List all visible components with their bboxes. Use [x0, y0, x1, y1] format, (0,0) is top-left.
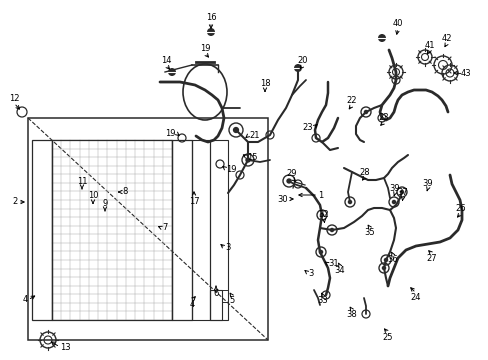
Text: 19: 19: [199, 44, 210, 53]
Text: 5: 5: [229, 296, 234, 305]
Text: 15: 15: [246, 153, 257, 162]
Text: 36: 36: [387, 255, 398, 264]
Text: 14: 14: [161, 56, 171, 65]
Text: 31: 31: [327, 260, 338, 269]
Circle shape: [293, 64, 302, 72]
Text: 11: 11: [77, 177, 87, 186]
Text: 12: 12: [9, 94, 19, 103]
Text: 20: 20: [297, 56, 307, 65]
Text: 13: 13: [60, 342, 70, 351]
Text: 2: 2: [13, 198, 18, 207]
Circle shape: [318, 250, 323, 254]
Text: 3: 3: [307, 269, 313, 278]
Circle shape: [347, 200, 351, 204]
Bar: [52, 140, 172, 320]
Bar: [32, 140, 52, 320]
Text: 19: 19: [225, 165, 236, 174]
Text: 30: 30: [277, 194, 287, 203]
Text: 34: 34: [334, 266, 345, 275]
Text: 32: 32: [318, 210, 328, 219]
Text: 7: 7: [162, 224, 167, 233]
Text: 1: 1: [317, 190, 323, 199]
Text: 9: 9: [102, 199, 107, 208]
Text: 39: 39: [422, 179, 432, 188]
Text: 40: 40: [392, 19, 403, 28]
Text: 10: 10: [87, 191, 98, 200]
Text: 28: 28: [359, 168, 369, 177]
Text: 6: 6: [213, 289, 218, 298]
Bar: [209, 290, 222, 320]
Text: 38: 38: [346, 310, 357, 319]
Circle shape: [399, 190, 404, 194]
Circle shape: [377, 34, 385, 42]
Text: 16: 16: [205, 13, 216, 22]
Text: 39: 39: [389, 184, 400, 193]
Text: 42: 42: [441, 34, 451, 43]
Bar: [172, 140, 192, 320]
Text: 17: 17: [188, 197, 199, 206]
Circle shape: [319, 213, 324, 217]
Circle shape: [329, 228, 334, 232]
Circle shape: [245, 157, 250, 163]
Text: 43: 43: [460, 68, 470, 77]
Bar: [222, 290, 227, 302]
Circle shape: [206, 28, 215, 36]
Text: 19: 19: [165, 129, 176, 138]
Text: 8: 8: [122, 188, 127, 197]
Circle shape: [232, 127, 239, 133]
Circle shape: [383, 258, 387, 262]
Text: 26: 26: [455, 204, 466, 213]
Text: 27: 27: [426, 254, 436, 263]
Text: 25: 25: [382, 333, 392, 342]
Text: 29: 29: [286, 169, 297, 178]
Text: 21: 21: [248, 130, 259, 139]
Bar: [209, 140, 227, 320]
Text: 41: 41: [424, 41, 434, 50]
Text: 4: 4: [189, 300, 194, 309]
Text: 23: 23: [302, 123, 312, 132]
Text: 4: 4: [23, 296, 28, 305]
Text: 3: 3: [224, 243, 230, 252]
Text: 35: 35: [364, 228, 375, 237]
Text: 22: 22: [346, 96, 357, 105]
Circle shape: [391, 200, 395, 204]
Bar: [192, 140, 209, 320]
Text: 37: 37: [397, 188, 407, 197]
Circle shape: [285, 178, 291, 184]
Text: 23: 23: [378, 113, 388, 122]
Text: 24: 24: [410, 293, 420, 302]
Bar: [28, 118, 267, 340]
Circle shape: [168, 68, 176, 76]
Text: 18: 18: [259, 79, 270, 88]
Circle shape: [381, 266, 386, 270]
Text: 33: 33: [317, 296, 328, 305]
Circle shape: [363, 110, 367, 114]
